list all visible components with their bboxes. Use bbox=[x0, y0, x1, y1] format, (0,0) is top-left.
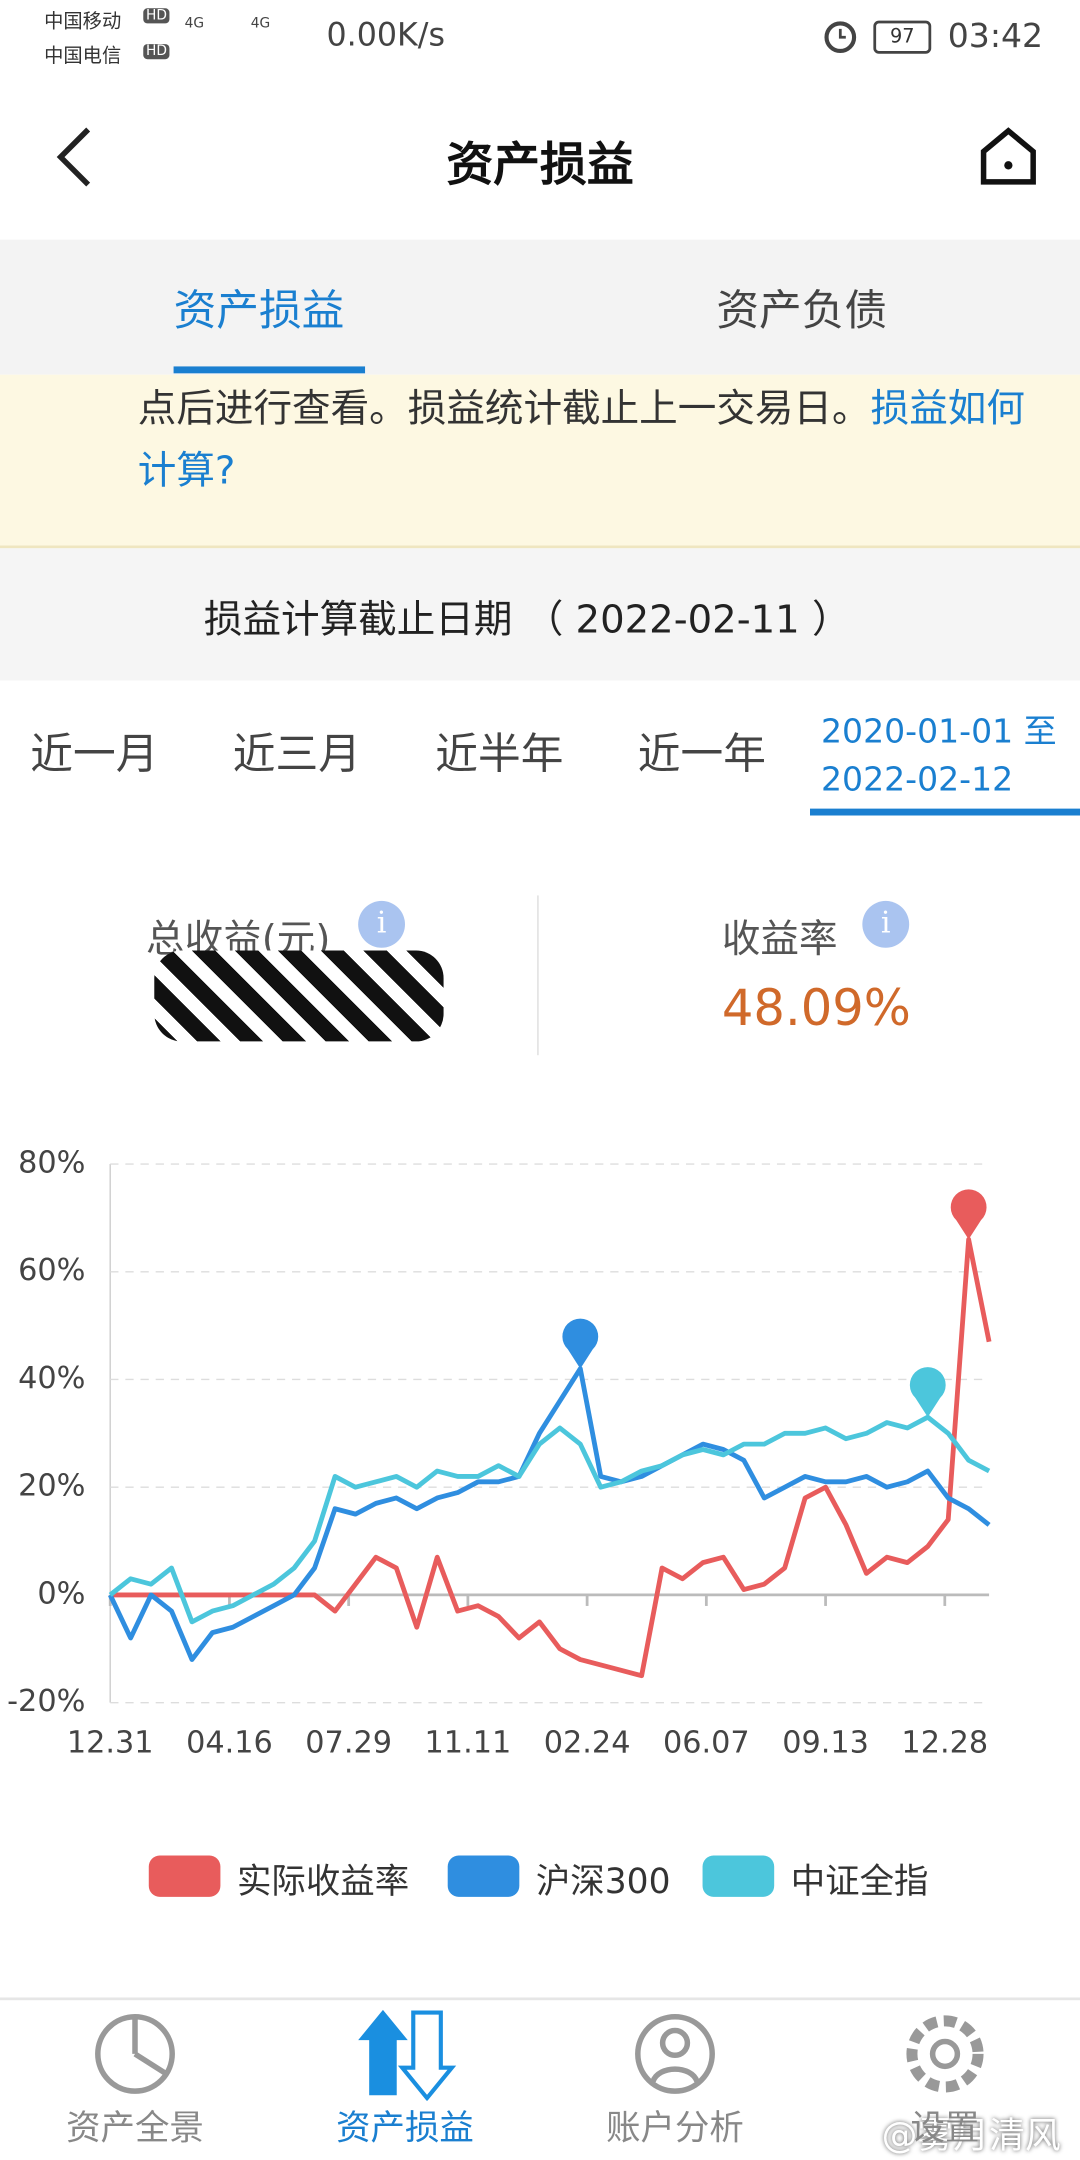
x-tick-label: 12.31 bbox=[67, 1725, 154, 1760]
masked-value bbox=[154, 950, 444, 1042]
nav-item[interactable]: 资产全景 bbox=[66, 2107, 204, 2148]
account-icon[interactable] bbox=[635, 2013, 715, 2094]
period-tab[interactable]: 近三月 bbox=[232, 730, 361, 780]
net-speed: 0.00K/s bbox=[326, 17, 445, 54]
custom-range[interactable]: 2020-01-01 至 2022-02-12 bbox=[821, 708, 1057, 804]
nav-border bbox=[0, 1997, 1080, 2001]
max-pin bbox=[909, 1367, 946, 1418]
page-title: 资产损益 bbox=[446, 137, 634, 193]
rate-value: 48.09% bbox=[721, 980, 911, 1038]
home-button[interactable] bbox=[975, 124, 1041, 190]
nav-item[interactable]: 账户分析 bbox=[606, 2107, 744, 2148]
tab-active[interactable]: 资产损益 bbox=[173, 286, 345, 337]
range-end: 2022-02-12 bbox=[821, 760, 1014, 799]
x-tick-label: 02.24 bbox=[544, 1725, 631, 1760]
nav-item[interactable]: 设置 bbox=[910, 2107, 980, 2148]
hd-badge: HD bbox=[143, 8, 170, 24]
nav-item-active[interactable]: 资产损益 bbox=[336, 2107, 474, 2148]
info-icon[interactable]: i bbox=[862, 900, 910, 948]
period-tab[interactable]: 近一月 bbox=[30, 730, 159, 780]
divider bbox=[537, 895, 539, 1056]
alarm-icon bbox=[824, 21, 857, 54]
legend-swatch bbox=[148, 1855, 221, 1897]
x-tick-label: 11.11 bbox=[425, 1725, 512, 1760]
tab[interactable]: 资产负债 bbox=[716, 286, 888, 337]
x-tick-label: 07.29 bbox=[305, 1725, 392, 1760]
max-pin bbox=[950, 1189, 987, 1240]
max-pin bbox=[562, 1318, 599, 1369]
x-tick-label: 06.07 bbox=[663, 1725, 750, 1760]
info-icon[interactable]: i bbox=[358, 900, 405, 948]
notice-text: 点后进行查看。损益统计截止上一交易日。 bbox=[137, 385, 871, 432]
cutoff-box bbox=[0, 548, 1080, 681]
y-tick-label: -20% bbox=[7, 1684, 85, 1719]
network: 4G bbox=[250, 16, 271, 32]
y-tick-label: 0% bbox=[37, 1576, 85, 1611]
notice: 点后进行查看。损益统计截止上一交易日。损益如何计算? bbox=[138, 377, 1033, 501]
x-tick-label: 04.16 bbox=[186, 1725, 273, 1760]
overview-icon[interactable] bbox=[95, 2013, 175, 2094]
x-tick-label: 12.28 bbox=[901, 1725, 988, 1760]
period-tab[interactable]: 近一年 bbox=[637, 730, 766, 780]
back-button[interactable] bbox=[50, 124, 105, 193]
legend-swatch bbox=[447, 1855, 520, 1897]
tab-bar bbox=[0, 239, 1080, 375]
y-tick-label: 80% bbox=[18, 1146, 85, 1181]
y-tick-label: 20% bbox=[18, 1469, 85, 1504]
x-tick-label: 09.13 bbox=[782, 1725, 869, 1760]
nav-icons bbox=[95, 2009, 984, 2101]
carrier: 中国移动 bbox=[44, 11, 122, 34]
series-line bbox=[108, 1414, 991, 1625]
legend-label: 中证全指 bbox=[790, 1861, 929, 1902]
period-indicator bbox=[809, 808, 1080, 816]
tab-indicator bbox=[173, 366, 366, 374]
settings-icon[interactable] bbox=[906, 2015, 984, 2093]
range-start: 2020-01-01 至 bbox=[821, 712, 1057, 751]
legend-label: 沪深300 bbox=[535, 1861, 671, 1902]
y-tick-label: 40% bbox=[18, 1361, 85, 1396]
cutoff-date: 损益计算截止日期 （ 2022-02-11 ） bbox=[203, 596, 851, 642]
network: 4G bbox=[184, 16, 205, 32]
notice-box bbox=[0, 374, 1080, 549]
hd-badge: HD bbox=[143, 44, 170, 60]
notice-link[interactable]: 损益如何计算? bbox=[137, 385, 1025, 494]
series-line bbox=[110, 1237, 992, 1679]
carrier: 中国电信 bbox=[44, 45, 122, 68]
legend-swatch bbox=[702, 1855, 775, 1897]
watermark: @雾月清风 bbox=[881, 2115, 1061, 2158]
y-tick-label: 60% bbox=[18, 1253, 85, 1288]
legend-label: 实际收益率 bbox=[236, 1861, 410, 1902]
period-tab[interactable]: 近半年 bbox=[435, 730, 564, 780]
battery: 97 bbox=[873, 20, 932, 54]
rate-label: 收益率 bbox=[721, 916, 838, 962]
series-line bbox=[108, 1366, 991, 1662]
clock: 03:42 bbox=[947, 16, 1044, 56]
chart: -20% 0% 20% 40% 60% 80% 12.31 04.16 07.29 11.11 02… bbox=[7, 1146, 992, 1760]
pnl-icon[interactable] bbox=[358, 2009, 457, 2101]
